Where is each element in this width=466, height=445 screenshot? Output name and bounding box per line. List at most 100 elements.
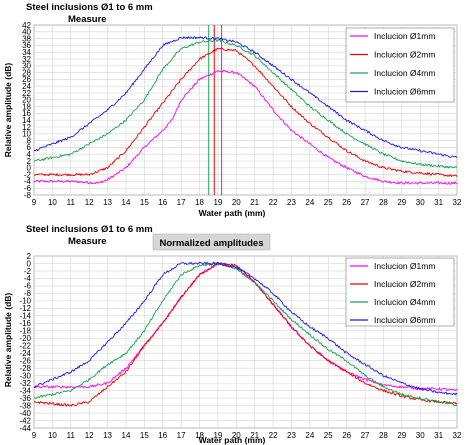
x-tick-label: 23 <box>287 198 296 207</box>
x-tick-label: 19 <box>213 431 222 440</box>
chart-subtitle: Measure <box>68 14 107 25</box>
x-tick-label: 16 <box>158 198 167 207</box>
x-tick-label: 15 <box>140 198 149 207</box>
series-line <box>33 262 458 407</box>
series-lines <box>33 36 458 185</box>
x-tick-label: 20 <box>232 431 241 440</box>
x-tick-label: 27 <box>361 198 370 207</box>
x-tick-label: 28 <box>379 198 388 207</box>
x-tick-label: 18 <box>195 431 204 440</box>
y-tick-label: -22 <box>19 342 31 351</box>
vertical-markers <box>208 25 223 195</box>
y-tick-label: -24 <box>19 349 31 358</box>
y-tick-label: 2 <box>27 252 32 261</box>
legend-label: Inclucion Ø1mm <box>374 261 435 271</box>
x-tick-label: 30 <box>416 431 425 440</box>
chart-subtitle: Measure <box>68 236 107 247</box>
y-tick-label: -32 <box>19 379 31 388</box>
y-tick-label: -10 <box>19 297 31 306</box>
x-tick-labels: 9 10 11 12 13 14 15 16 17 18 19 20 21 22 23 24 25 26 27 28 2… <box>32 198 462 207</box>
y-tick-label: -2 <box>24 170 32 179</box>
y-tick-label: 0 <box>27 259 32 268</box>
x-tick-label: 28 <box>379 431 388 440</box>
y-tick-label: -40 <box>19 409 31 418</box>
y-tick-label: -2 <box>24 267 32 276</box>
y-tick-label: -8 <box>24 289 32 298</box>
x-tick-label: 11 <box>67 431 76 440</box>
x-tick-label: 26 <box>342 431 351 440</box>
x-tick-label: 32 <box>453 198 462 207</box>
series-line <box>34 39 458 169</box>
y-tick-label: -36 <box>19 394 31 403</box>
y-tick-labels: -44-42-40-38-36-34-32-30-28-26-24-22-20-… <box>19 252 31 433</box>
y-tick-label: 34 <box>22 48 31 57</box>
x-tick-label: 32 <box>453 431 462 440</box>
x-tick-label: 24 <box>305 431 314 440</box>
x-tick-label: 11 <box>67 198 76 207</box>
chart-measure: Steel inclusions Ø1 to 6 mm Measure 9 10 1… <box>3 2 462 218</box>
legend-label: Inclucion Ø6mm <box>374 315 435 325</box>
y-tick-label: -18 <box>19 327 31 336</box>
x-axis-label: Water path (mm) <box>199 208 266 218</box>
x-tick-label: 29 <box>397 198 406 207</box>
x-tick-label: 17 <box>177 431 186 440</box>
y-tick-label: -8 <box>24 191 32 200</box>
y-tick-label: 8 <box>27 136 32 145</box>
x-tick-label: 16 <box>158 431 167 440</box>
legend-box <box>345 257 455 327</box>
x-tick-label: 30 <box>416 198 425 207</box>
y-tick-label: -26 <box>19 356 31 365</box>
x-tick-label: 10 <box>48 198 57 207</box>
x-tick-label: 25 <box>324 198 333 207</box>
x-tick-label: 13 <box>103 198 112 207</box>
chart-normalized: Steel inclusions Ø1 to 6 mm Measure 9 10 1… <box>3 224 462 445</box>
y-tick-label: 26 <box>22 75 31 84</box>
y-tick-label: -14 <box>19 312 31 321</box>
legend-label: Inclucion Ø4mm <box>374 297 435 307</box>
y-tick-label: 22 <box>22 89 31 98</box>
legend: Inclucion Ø1mm Inclucion Ø2mm Inclucion Ø4… <box>345 257 455 327</box>
legend-label: Inclucion Ø6mm <box>374 87 435 97</box>
x-tick-label: 14 <box>122 198 131 207</box>
series-line <box>33 261 458 396</box>
x-tick-label: 31 <box>434 431 443 440</box>
x-tick-label: 31 <box>434 198 443 207</box>
chart-title: Steel inclusions Ø1 to 6 mm <box>26 2 153 13</box>
y-tick-label: 42 <box>22 21 31 30</box>
x-tick-label: 24 <box>305 198 314 207</box>
y-tick-label: -38 <box>19 401 31 410</box>
y-tick-label: -34 <box>19 386 31 395</box>
y-tick-label: 20 <box>22 96 31 105</box>
y-tick-label: 14 <box>22 116 31 125</box>
y-tick-label: 12 <box>22 123 31 132</box>
x-tick-label: 22 <box>269 431 278 440</box>
x-tick-label: 17 <box>177 198 186 207</box>
series-line <box>33 47 458 178</box>
y-tick-label: -20 <box>19 334 31 343</box>
y-tick-label: -4 <box>24 274 32 283</box>
x-axis-label: Water path (mm) <box>199 435 266 445</box>
y-tick-label: 40 <box>22 28 31 37</box>
y-tick-label: -6 <box>24 184 32 193</box>
series-lines <box>33 261 458 407</box>
y-axis-label: Relative amplitude (dB) <box>3 63 13 158</box>
grid <box>33 24 458 196</box>
x-tick-label: 22 <box>269 198 278 207</box>
x-tick-label: 9 <box>32 198 37 207</box>
x-tick-label: 13 <box>103 431 112 440</box>
x-tick-label: 26 <box>342 198 351 207</box>
y-tick-label: 30 <box>22 62 31 71</box>
y-tick-label: 38 <box>22 34 31 43</box>
legend-label: Inclucion Ø2mm <box>374 279 435 289</box>
y-tick-label: -4 <box>24 177 32 186</box>
annotation-text: Normalized amplitudes <box>160 238 264 249</box>
y-tick-label: 32 <box>22 55 31 64</box>
x-tick-labels: 9 10 11 12 13 14 15 16 17 18 19 20 21 22 23 24 25 26 27 28 2… <box>32 431 462 440</box>
x-tick-label: 21 <box>250 198 259 207</box>
x-tick-label: 23 <box>287 431 296 440</box>
x-tick-label: 12 <box>85 431 94 440</box>
legend-label: Inclucion Ø1mm <box>374 31 435 41</box>
y-tick-label: 0 <box>27 164 32 173</box>
y-tick-label: 28 <box>22 68 31 77</box>
legend-label: Inclucion Ø4mm <box>374 68 435 78</box>
